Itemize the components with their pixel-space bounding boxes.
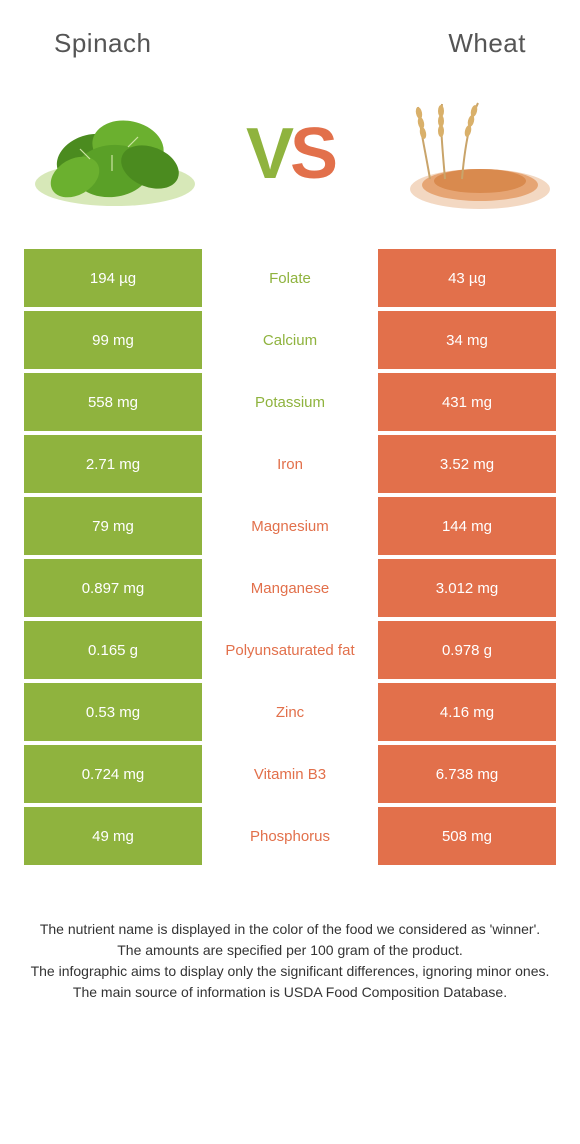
vs-label: VS — [246, 113, 334, 195]
vs-s: S — [290, 114, 334, 194]
value-right: 6.738 mg — [378, 745, 556, 803]
value-right: 0.978 g — [378, 621, 556, 679]
header: Spinach Wheat — [0, 0, 580, 69]
nutrient-name: Folate — [202, 249, 378, 307]
nutrient-row: 0.897 mgManganese3.012 mg — [24, 559, 556, 617]
nutrient-row: 0.165 gPolyunsaturated fat0.978 g — [24, 621, 556, 679]
value-left: 2.71 mg — [24, 435, 202, 493]
nutrient-name: Potassium — [202, 373, 378, 431]
value-left: 49 mg — [24, 807, 202, 865]
value-left: 558 mg — [24, 373, 202, 431]
value-right: 508 mg — [378, 807, 556, 865]
footnote-line: The nutrient name is displayed in the co… — [24, 919, 556, 940]
nutrient-name: Manganese — [202, 559, 378, 617]
hero-row: VS — [0, 69, 580, 249]
nutrient-name: Vitamin B3 — [202, 745, 378, 803]
nutrient-row: 0.53 mgZinc4.16 mg — [24, 683, 556, 741]
nutrient-row: 0.724 mgVitamin B36.738 mg — [24, 745, 556, 803]
nutrient-name: Phosphorus — [202, 807, 378, 865]
value-left: 0.724 mg — [24, 745, 202, 803]
value-left: 99 mg — [24, 311, 202, 369]
value-left: 0.53 mg — [24, 683, 202, 741]
nutrient-row: 49 mgPhosphorus508 mg — [24, 807, 556, 865]
vs-v: V — [246, 114, 290, 194]
nutrient-row: 2.71 mgIron3.52 mg — [24, 435, 556, 493]
value-right: 431 mg — [378, 373, 556, 431]
value-right: 34 mg — [378, 311, 556, 369]
nutrient-row: 558 mgPotassium431 mg — [24, 373, 556, 431]
value-left: 194 µg — [24, 249, 202, 307]
food-title-right: Wheat — [448, 28, 526, 59]
value-left: 79 mg — [24, 497, 202, 555]
value-right: 144 mg — [378, 497, 556, 555]
food-title-left: Spinach — [54, 28, 151, 59]
value-left: 0.165 g — [24, 621, 202, 679]
nutrient-name: Calcium — [202, 311, 378, 369]
footnote: The nutrient name is displayed in the co… — [0, 869, 580, 1003]
nutrient-table: 194 µgFolate43 µg99 mgCalcium34 mg558 mg… — [0, 249, 580, 865]
footnote-line: The main source of information is USDA F… — [24, 982, 556, 1003]
spinach-image — [20, 89, 210, 219]
nutrient-name: Zinc — [202, 683, 378, 741]
nutrient-name: Iron — [202, 435, 378, 493]
value-right: 43 µg — [378, 249, 556, 307]
nutrient-row: 99 mgCalcium34 mg — [24, 311, 556, 369]
nutrient-name: Magnesium — [202, 497, 378, 555]
value-right: 3.52 mg — [378, 435, 556, 493]
wheat-image — [370, 89, 560, 219]
footnote-line: The amounts are specified per 100 gram o… — [24, 940, 556, 961]
value-left: 0.897 mg — [24, 559, 202, 617]
nutrient-name: Polyunsaturated fat — [202, 621, 378, 679]
value-right: 3.012 mg — [378, 559, 556, 617]
nutrient-row: 194 µgFolate43 µg — [24, 249, 556, 307]
value-right: 4.16 mg — [378, 683, 556, 741]
nutrient-row: 79 mgMagnesium144 mg — [24, 497, 556, 555]
footnote-line: The infographic aims to display only the… — [24, 961, 556, 982]
